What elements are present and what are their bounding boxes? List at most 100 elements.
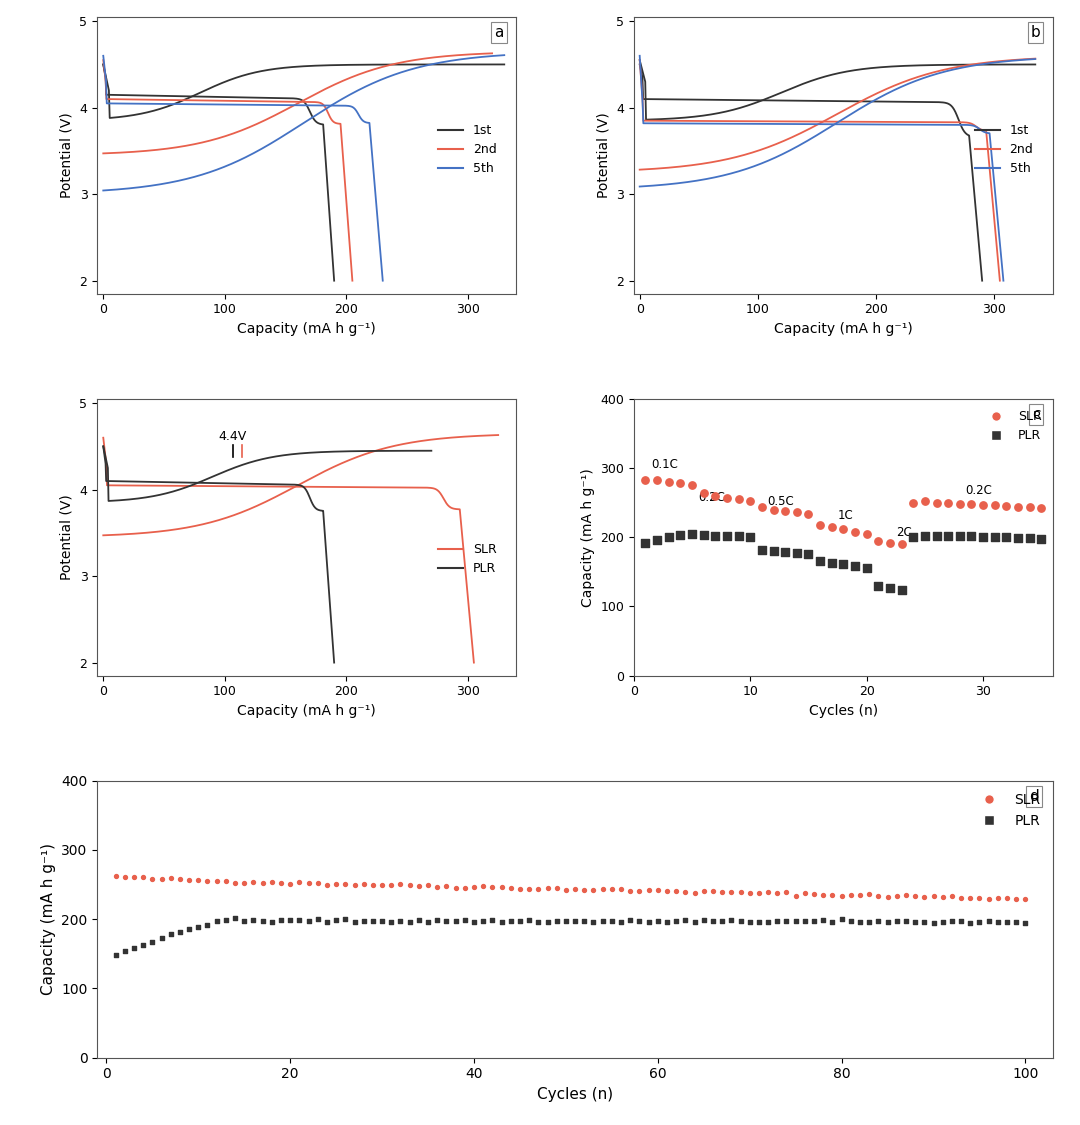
Point (539, 879, 556, 897)
Point (759, 883, 777, 901)
Point (465, 878, 483, 896)
Point (835, 555, 852, 573)
Point (392, 874, 409, 892)
Point (934, 914, 951, 932)
Point (858, 524, 875, 542)
Point (951, 528, 969, 546)
Point (429, 878, 446, 896)
Point (355, 875, 373, 893)
Point (833, 888, 850, 906)
Point (980, 912, 997, 930)
Point (667, 882, 685, 900)
Point (282, 875, 299, 893)
Point (851, 914, 868, 932)
Point (928, 526, 945, 544)
Point (227, 874, 244, 892)
Point (125, 868, 143, 886)
Point (117, 942, 134, 960)
Point (117, 868, 134, 886)
Point (484, 878, 501, 896)
Point (125, 939, 143, 957)
Point (718, 526, 735, 544)
Point (346, 912, 363, 930)
Legend: SLR, PLR: SLR, PLR (970, 788, 1047, 834)
Point (392, 911, 409, 929)
Point (521, 911, 538, 929)
Point (851, 886, 868, 904)
Point (742, 528, 759, 546)
Point (706, 487, 724, 505)
Point (107, 867, 124, 885)
Point (162, 868, 179, 886)
Point (660, 528, 677, 546)
Point (980, 890, 997, 908)
Point (943, 888, 960, 906)
Point (893, 536, 910, 554)
Point (723, 911, 740, 929)
Point (800, 505, 818, 523)
Point (777, 502, 794, 520)
Point (916, 914, 933, 932)
Point (869, 577, 887, 595)
Point (714, 883, 731, 901)
Legend: SLR, PLR: SLR, PLR (978, 405, 1047, 448)
Point (254, 911, 271, 929)
Point (858, 559, 875, 577)
Point (364, 876, 381, 894)
Point (696, 526, 713, 544)
Point (730, 490, 747, 508)
Point (974, 496, 991, 514)
Point (696, 911, 713, 929)
Point (881, 533, 899, 551)
Point (869, 912, 887, 930)
Y-axis label: Potential (V): Potential (V) (59, 112, 73, 198)
Point (364, 911, 381, 929)
Point (227, 909, 244, 927)
Point (604, 912, 621, 930)
Point (529, 880, 546, 898)
Point (924, 914, 942, 932)
Point (346, 876, 363, 894)
Point (696, 484, 713, 502)
Point (998, 497, 1015, 515)
Point (893, 580, 910, 598)
Point (753, 498, 770, 516)
Point (659, 882, 676, 900)
Point (162, 925, 179, 943)
X-axis label: Capacity (mA h g⁻¹): Capacity (mA h g⁻¹) (238, 704, 376, 718)
Point (254, 874, 271, 892)
Point (456, 911, 473, 929)
Point (153, 870, 171, 888)
Point (787, 886, 805, 904)
Point (951, 495, 969, 513)
Text: 0.1C: 0.1C (651, 459, 678, 471)
Point (604, 880, 621, 898)
Text: c: c (1031, 407, 1040, 422)
Point (282, 911, 299, 929)
Point (660, 472, 677, 490)
Point (796, 884, 813, 902)
Point (502, 879, 519, 897)
X-axis label: Cycles (n): Cycles (n) (537, 1087, 613, 1101)
Point (272, 910, 289, 928)
Point (548, 880, 565, 898)
Point (410, 911, 428, 929)
Point (924, 888, 942, 906)
Point (585, 912, 603, 930)
Point (704, 912, 721, 930)
Point (667, 911, 685, 929)
Point (974, 528, 991, 546)
Point (539, 914, 556, 932)
Point (788, 503, 806, 521)
Point (235, 874, 253, 892)
X-axis label: Cycles (n): Cycles (n) (809, 704, 878, 718)
Point (741, 912, 758, 930)
Point (337, 910, 354, 928)
Point (309, 874, 326, 892)
Point (1016, 890, 1034, 908)
Point (401, 876, 418, 894)
Point (742, 492, 759, 510)
Point (474, 911, 491, 929)
Point (833, 910, 850, 928)
Point (788, 544, 806, 562)
